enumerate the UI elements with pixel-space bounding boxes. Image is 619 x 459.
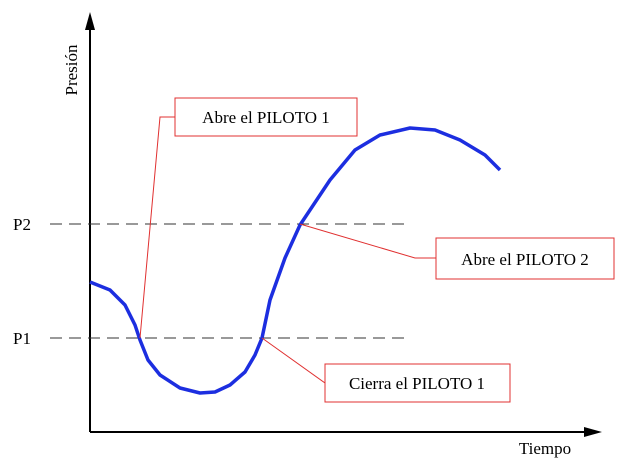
y-label: Presión bbox=[62, 44, 81, 96]
x-label: Tiempo bbox=[519, 439, 571, 458]
annotation-box bbox=[174, 97, 358, 137]
p1-label: P1 bbox=[13, 329, 31, 348]
pressure-curve bbox=[89, 126, 502, 395]
leader-2 bbox=[299, 223, 436, 259]
annotation-box bbox=[324, 363, 511, 403]
annotation: Abre el PILOTO 2 bbox=[461, 250, 589, 269]
x-arrow bbox=[584, 427, 602, 437]
y-arrow bbox=[85, 12, 95, 30]
leader-3 bbox=[261, 337, 326, 384]
p2-label: P2 bbox=[13, 215, 31, 234]
annotation-box bbox=[435, 237, 615, 280]
annotation: Abre el PILOTO 1 bbox=[202, 108, 330, 127]
annotation: Cierra el PILOTO 1 bbox=[349, 374, 485, 393]
leader-1 bbox=[139, 116, 175, 339]
